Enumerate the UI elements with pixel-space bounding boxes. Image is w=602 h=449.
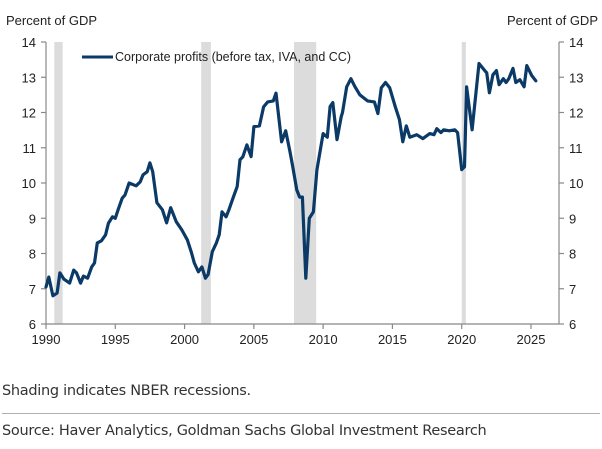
divider xyxy=(2,413,600,414)
recession-band-2 xyxy=(294,42,317,324)
recession-band-0 xyxy=(54,42,63,324)
left-axis-title: Percent of GDP xyxy=(6,13,97,28)
right-y-tick-label: 9 xyxy=(569,211,576,226)
shading-note: Shading indicates NBER recessions. xyxy=(2,383,251,399)
recession-shading-layer xyxy=(54,42,466,324)
source-note: Source: Haver Analytics, Goldman Sachs G… xyxy=(2,423,487,439)
right-y-tick-label: 8 xyxy=(569,247,576,262)
left-y-tick-label: 9 xyxy=(29,211,36,226)
x-tick-label: 2000 xyxy=(170,332,199,347)
right-y-tick-label: 13 xyxy=(569,70,583,85)
right-y-tick-label: 10 xyxy=(569,176,583,191)
recession-band-3 xyxy=(461,42,466,324)
right-y-tick-label: 14 xyxy=(569,35,583,50)
left-y-tick-label: 13 xyxy=(22,70,36,85)
series-line-corporate-profits xyxy=(44,61,538,298)
right-y-tick-label: 11 xyxy=(569,141,583,156)
x-tick-label: 1990 xyxy=(32,332,61,347)
ticks: 6 6 7 7 8 8 9 9 10 10 11 11 12 12 13 13 14 14 1990 1995 2000… xyxy=(22,35,584,347)
left-y-tick-label: 12 xyxy=(22,106,36,121)
x-tick-label: 2025 xyxy=(517,332,546,347)
legend: Corporate profits (before tax, IVA, and … xyxy=(82,50,351,64)
left-y-tick-label: 10 xyxy=(22,176,36,191)
corporate-profits-chart: 6 6 7 7 8 8 9 9 10 10 11 11 12 12 13 13 14 14 1990 1995 2000… xyxy=(6,13,598,347)
right-y-tick-label: 12 xyxy=(569,106,583,121)
left-y-tick-label: 11 xyxy=(23,141,37,156)
x-tick-label: 2015 xyxy=(378,332,407,347)
recession-band-1 xyxy=(201,42,211,324)
x-tick-label: 2005 xyxy=(239,332,268,347)
legend-label: Corporate profits (before tax, IVA, and … xyxy=(115,50,351,64)
x-tick-label: 1995 xyxy=(101,332,130,347)
x-tick-label: 2020 xyxy=(447,332,476,347)
left-y-tick-label: 8 xyxy=(29,247,36,262)
left-y-tick-label: 6 xyxy=(29,317,36,332)
left-y-tick-label: 7 xyxy=(29,282,36,297)
x-tick-label: 2010 xyxy=(309,332,338,347)
right-y-tick-label: 6 xyxy=(569,317,576,332)
right-axis-title: Percent of GDP xyxy=(507,13,598,28)
right-y-tick-label: 7 xyxy=(569,282,576,297)
left-y-tick-label: 14 xyxy=(22,35,36,50)
